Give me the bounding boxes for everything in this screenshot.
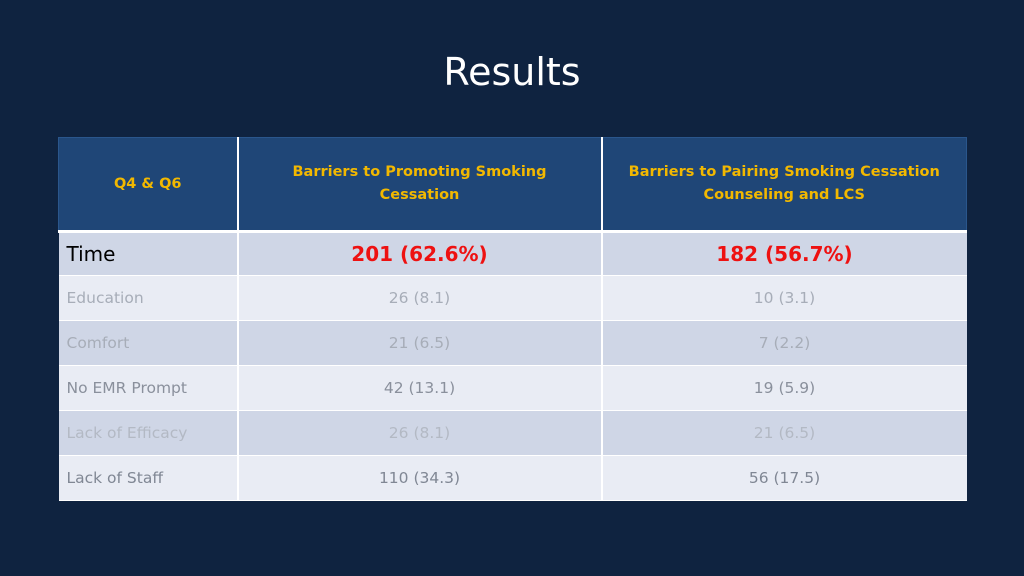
header-barriers-pairing: Barriers to Pairing Smoking Cessation Co… [601,137,967,232]
pairing-value: 7 (2.2) [758,334,811,352]
row-label: Education [58,275,239,321]
promoting-value: 26 (8.1) [237,410,603,456]
table-row-no-emr-prompt: No EMR Prompt 42 (13.1) 19 (5.9) [58,365,967,411]
pairing-value: 182 (56.7%) [716,242,853,266]
results-table: Q4 & Q6 Barriers to Promoting Smoking Ce… [58,137,967,501]
promoting-value: 110 (34.3) [237,455,603,501]
row-label: No EMR Prompt [58,365,239,411]
pairing-value: 10 (3.1) [753,289,816,307]
promoting-value: 26 (8.1) [237,275,603,321]
pairing-value: 21 (6.5) [753,424,816,442]
table-row-time: Time 201 (62.6%) 182 (56.7%) [58,231,967,276]
table-header-row: Q4 & Q6 Barriers to Promoting Smoking Ce… [58,137,967,232]
row-label: Comfort [58,320,239,366]
pairing-value: 56 (17.5) [748,469,821,487]
header-question: Q4 & Q6 [58,137,239,232]
pairing-value: 19 (5.9) [753,379,816,397]
row-label: Lack of Staff [58,455,239,501]
promoting-value: 42 (13.1) [237,365,603,411]
table-row-education: Education 26 (8.1) 10 (3.1) [58,275,967,321]
slide-title: Results [443,50,581,94]
promoting-value: 21 (6.5) [237,320,603,366]
table-row-lack-of-efficacy: Lack of Efficacy 26 (8.1) 21 (6.5) [58,410,967,456]
table-row-lack-of-staff: Lack of Staff 110 (34.3) 56 (17.5) [58,455,967,501]
row-label: Lack of Efficacy [58,410,239,456]
table-row-comfort: Comfort 21 (6.5) 7 (2.2) [58,320,967,366]
header-barriers-promoting: Barriers to Promoting Smoking Cessation [237,137,603,232]
promoting-value: 201 (62.6%) [237,231,603,276]
row-label: Time [58,231,239,276]
